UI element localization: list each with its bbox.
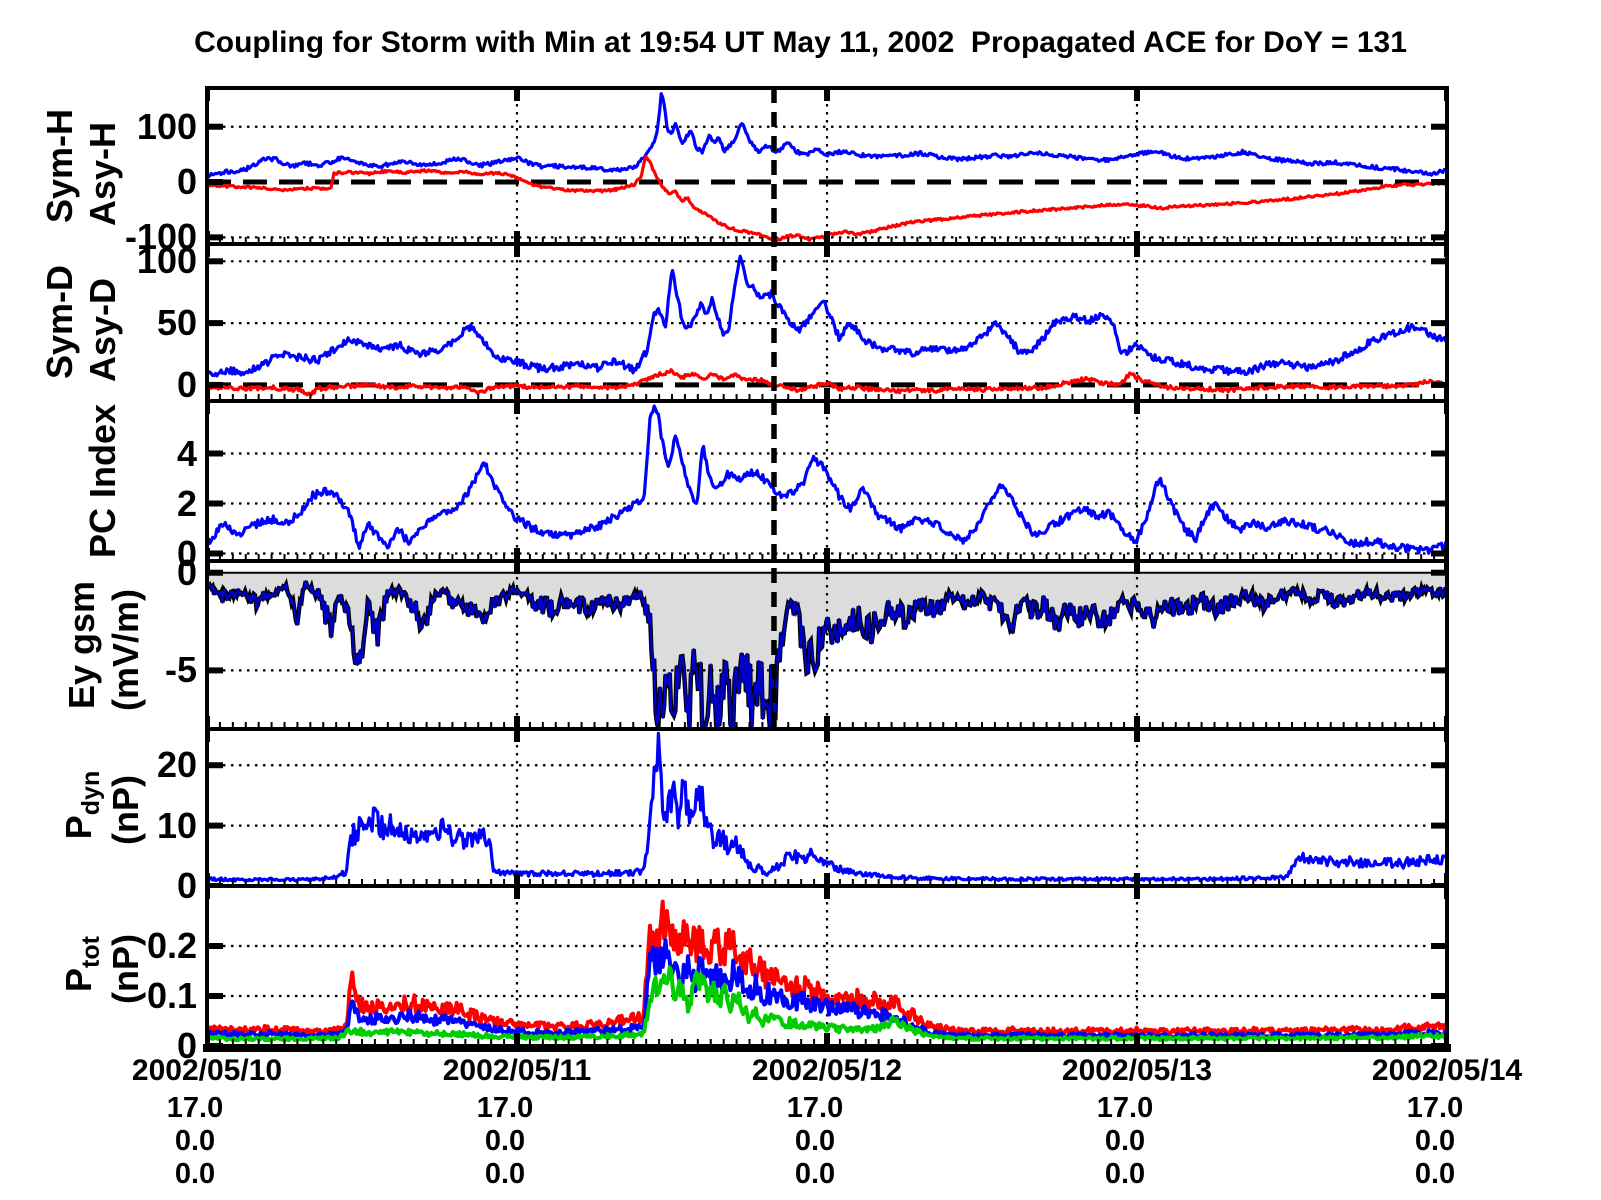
y-tick-label-sym-asy-h: 100 (136, 105, 197, 147)
ylabel-asy-d: Asy-D (82, 277, 123, 383)
y-tick-label-sym-asy-d: 100 (136, 240, 197, 282)
ylabel-p-dyn: Pdyn (57, 770, 106, 840)
y-tick-label-p-tot: 0.1 (146, 975, 197, 1016)
ylabel-ey-gsm: Ey gsm (61, 580, 102, 710)
x-tick-sub-label-row3: 0.0 (1104, 1158, 1146, 1190)
x-tick-sub-label-row1: 17.0 (476, 1092, 534, 1124)
x-tick-sub-label-row1: 17.0 (1406, 1092, 1464, 1124)
x-tick-sub-label-row3: 0.0 (174, 1158, 216, 1190)
y-tick-label-p-dyn: 10 (156, 804, 197, 846)
x-tick-sub-label-row2: 0.0 (794, 1125, 836, 1157)
x-tick-sub-label-row2: 0.0 (1104, 1125, 1146, 1157)
panel-p-tot (207, 886, 1447, 1046)
pc-index-line (207, 404, 1447, 555)
ylabel-p-tot-subscript: tot (77, 936, 106, 968)
panel-pc-index (207, 401, 1447, 561)
y-tick-label-ey-gsm: 0 (176, 551, 197, 593)
x-tick-sub-label-row3: 0.0 (484, 1158, 526, 1190)
y-tick-label-sym-asy-d: 0 (176, 363, 197, 405)
x-tick-date-label: 2002/05/11 (442, 1054, 592, 1087)
ylabel-p-tot-unit: (nP) (105, 934, 146, 1004)
ylabel-p-dyn-unit: (nP) (105, 775, 146, 845)
panel-sym-asy-h (207, 88, 1447, 244)
x-tick-sub-label-row1: 17.0 (166, 1092, 224, 1124)
sym-d-line (207, 368, 1447, 397)
x-tick-date-label: 2002/05/10 (131, 1054, 283, 1087)
ey-gsm-line (207, 580, 1447, 729)
x-tick-date-label: 2002/05/12 (751, 1054, 903, 1087)
y-tick-label-p-tot: 0 (176, 1025, 197, 1066)
x-tick-sub-label-row2: 0.0 (484, 1125, 526, 1157)
y-tick-label-ey-gsm: -5 (164, 649, 197, 691)
panel-sym-asy-d (207, 244, 1447, 401)
x-tick-sub-label-row1: 17.0 (786, 1092, 844, 1124)
y-tick-label-p-tot: 0.2 (146, 925, 197, 966)
chart-title: Coupling for Storm with Min at 19:54 UT … (194, 26, 1407, 59)
panel-ey-gsm (207, 561, 1447, 729)
p-tot-blue-line (207, 938, 1447, 1040)
asy-h-line (207, 92, 1447, 179)
y-tick-label-p-dyn: 20 (156, 744, 197, 786)
p-tot-green-line (207, 965, 1447, 1043)
x-tick-sub-label-row3: 0.0 (794, 1158, 836, 1190)
y-tick-label-sym-asy-d: 50 (156, 302, 197, 344)
x-tick-sub-label-row1: 17.0 (1096, 1092, 1154, 1124)
ylabel-sym-h: Sym-H (39, 108, 80, 224)
x-tick-sub-label-row2: 0.0 (174, 1125, 216, 1157)
y-tick-label-pc-index: 2 (176, 482, 197, 524)
y-tick-label-sym-asy-h: -100 (124, 216, 197, 258)
asy-d-line (207, 254, 1447, 378)
y-tick-label-sym-asy-h: 0 (176, 161, 197, 203)
panel-p-dyn (207, 729, 1447, 886)
y-tick-label-pc-index: 0 (176, 532, 197, 574)
ylabel-p-dyn-subscript: dyn (77, 770, 106, 816)
panel-frame (205, 86, 1449, 246)
y-tick-label-p-dyn: 0 (176, 865, 197, 906)
x-tick-date-label: 2002/05/13 (1061, 1054, 1213, 1087)
ylabel-asy-h: Asy-H (82, 121, 123, 227)
ey-gsm-fill (207, 572, 1447, 729)
ylabel-ey-gsm-unit: (mV/m) (105, 588, 146, 712)
ylabel-sym-d: Sym-D (39, 264, 80, 380)
y-tick-label-pc-index: 4 (176, 432, 197, 474)
x-tick-sub-label-row2: 0.0 (1414, 1125, 1456, 1157)
ylabel-pc-index: PC Index (82, 403, 123, 559)
ylabel-p-tot: Ptot (57, 936, 106, 992)
x-tick-sub-label-row3: 0.0 (1414, 1158, 1456, 1190)
x-tick-date-label: 2002/05/14 (1371, 1054, 1523, 1087)
